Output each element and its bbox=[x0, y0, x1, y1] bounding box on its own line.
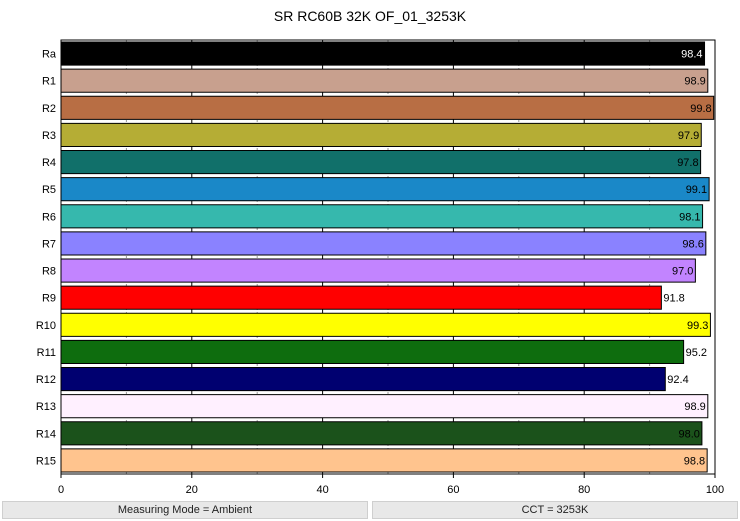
measuring-mode-panel: Measuring Mode = Ambient bbox=[2, 501, 368, 519]
value-label: 98.8 bbox=[684, 455, 705, 467]
value-labels: 98.4 98.9 99.8 97.9 97.8 99.1 98.1 98.6 97.0 91.8… bbox=[663, 49, 711, 468]
category-labels: Ra R1 R2 R3 R4 R5 R6 R7 R8 R9 R10 R11 R12 R13 R14 R15 bbox=[36, 49, 57, 468]
value-label: 98.6 bbox=[682, 238, 703, 250]
cri-bar-chart: SR RC60B 32K OF_01_3253K RaR1R2R3R4R5R6R… bbox=[36, 8, 724, 496]
category-label: R3 bbox=[42, 130, 56, 142]
plot-frame bbox=[60, 39, 716, 475]
value-label: 97.0 bbox=[672, 266, 693, 278]
value-label: 98.9 bbox=[684, 76, 705, 88]
x-tick-label: 40 bbox=[316, 484, 328, 496]
category-label: Ra bbox=[42, 49, 57, 61]
bar-r15 bbox=[60, 448, 708, 473]
value-label: 98.1 bbox=[679, 211, 700, 223]
bar-r1 bbox=[60, 68, 709, 93]
bar-r2 bbox=[60, 95, 715, 120]
chart-title: SR RC60B 32K OF_01_3253K bbox=[274, 8, 467, 24]
value-label: 99.1 bbox=[686, 184, 707, 196]
bar-r12 bbox=[60, 367, 666, 392]
cct-label: CCT = 3253K bbox=[521, 504, 589, 516]
category-label: R1 bbox=[42, 76, 56, 88]
category-label: R2 bbox=[42, 103, 56, 115]
cct-panel: CCT = 3253K bbox=[372, 501, 738, 519]
category-label: R7 bbox=[42, 238, 56, 250]
category-label: R15 bbox=[36, 455, 56, 467]
x-tick-label: 20 bbox=[186, 484, 198, 496]
bar-r4 bbox=[60, 150, 702, 175]
x-axis-ticks: 0 20 40 60 80 100 bbox=[58, 474, 724, 496]
bar-r14 bbox=[60, 421, 703, 446]
value-label: 98.4 bbox=[681, 49, 702, 61]
bar-r3 bbox=[60, 122, 702, 147]
measuring-mode-label: Measuring Mode = Ambient bbox=[117, 504, 253, 516]
category-label: R10 bbox=[36, 320, 56, 332]
bar-r13 bbox=[60, 394, 709, 419]
category-label: R13 bbox=[36, 401, 56, 413]
value-label: 97.8 bbox=[677, 157, 698, 169]
x-tick-label: 0 bbox=[58, 484, 64, 496]
x-tick-label: 100 bbox=[706, 484, 724, 496]
bar-ra bbox=[60, 41, 706, 66]
category-label: R4 bbox=[42, 157, 56, 169]
value-label: 99.3 bbox=[687, 320, 708, 332]
value-label: 98.0 bbox=[678, 428, 699, 440]
bar-r9 bbox=[60, 285, 662, 310]
value-label: 95.2 bbox=[686, 347, 707, 359]
category-label: R11 bbox=[37, 347, 56, 359]
category-label: R9 bbox=[42, 293, 56, 305]
bar-r5 bbox=[60, 177, 710, 202]
bar-r11 bbox=[60, 339, 685, 364]
category-label: R14 bbox=[36, 428, 56, 440]
bar-r8 bbox=[60, 258, 696, 283]
category-label: R8 bbox=[42, 266, 56, 278]
bars-group bbox=[60, 41, 715, 473]
bar-r7 bbox=[60, 231, 707, 256]
value-label: 92.4 bbox=[667, 374, 688, 386]
x-tick-label: 60 bbox=[447, 484, 459, 496]
bar-r6 bbox=[60, 204, 704, 229]
value-label: 97.9 bbox=[678, 130, 699, 142]
category-label: R6 bbox=[42, 211, 56, 223]
bar-r10 bbox=[60, 312, 711, 337]
value-label: 91.8 bbox=[663, 293, 684, 305]
value-label: 98.9 bbox=[684, 401, 705, 413]
category-label: R12 bbox=[36, 374, 56, 386]
value-label: 99.8 bbox=[690, 103, 711, 115]
x-tick-label: 80 bbox=[578, 484, 590, 496]
category-label: R5 bbox=[42, 184, 56, 196]
